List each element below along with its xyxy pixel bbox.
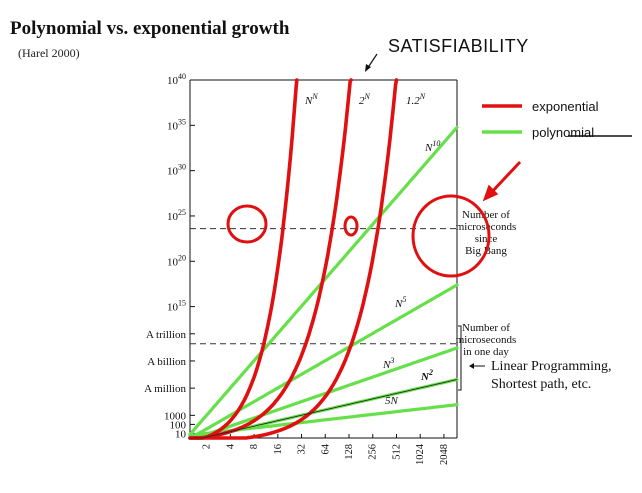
series-line-nn: [188, 78, 299, 440]
reference-line-label: microseconds: [456, 334, 516, 346]
y-tick-label: A billion: [147, 356, 186, 368]
curve-label-12n: 1.2N: [406, 92, 426, 107]
y-tick-label: 1040: [167, 72, 186, 87]
x-tick-label: 2048: [439, 444, 450, 465]
hand-annotations: Linear Programming, Shortest path, etc.: [226, 53, 612, 392]
curve-label-n2: N2: [420, 368, 433, 383]
curve-label-n5: N5: [394, 295, 406, 310]
source-citation: (Harel 2000): [18, 46, 80, 60]
satisfiability-arrowhead: [365, 64, 371, 72]
x-tick-label: 4: [225, 443, 236, 449]
plot-frame: [189, 79, 458, 439]
reference-line-label: in one day: [463, 346, 509, 358]
annotation-circle-tiny: [343, 215, 359, 237]
y-tick-label: 10: [175, 428, 187, 440]
annotation-circle-small-left: [226, 204, 268, 244]
curve-label-n10: N10: [424, 139, 440, 154]
series-line-12n: [188, 78, 399, 440]
curve-label-2n: 2N: [359, 92, 371, 107]
reference-line-label: since: [475, 233, 498, 245]
slide-title: Polynomial vs. exponential growth: [10, 18, 290, 39]
curve-labels: NN 2N 1.2N N10 N5 N3 N2 5N: [304, 92, 440, 407]
y-tick-label: A million: [144, 383, 186, 395]
y-tick-label: 1015: [167, 299, 186, 314]
series-group: [188, 78, 459, 440]
series-outline-n2: [190, 379, 458, 439]
satisfiability-banner: SATISFIABILITY: [388, 36, 529, 56]
y-tick-label: 100: [170, 419, 187, 431]
y-tick-label: 1025: [167, 208, 186, 223]
annotation-arrow-shaft: [488, 160, 522, 196]
x-tick-label: 16: [273, 444, 284, 455]
annotation-circle-big-bang: [411, 194, 491, 278]
legend-label-exponential: exponential: [532, 99, 599, 114]
x-tick-label: 512: [391, 444, 402, 460]
x-tick-label: 64: [320, 443, 331, 454]
curve-label-n3: N3: [382, 356, 394, 371]
y-tick-label: A trillion: [146, 329, 187, 341]
annotation-arrowhead: [482, 184, 499, 202]
x-tick-label: 2: [202, 444, 213, 449]
reference-line-label: Number of: [462, 209, 510, 221]
series-line-n3: [188, 346, 459, 440]
y-tick-label: 1030: [167, 163, 186, 178]
x-tick-label: 1024: [415, 443, 426, 465]
lp-arrowhead: [469, 363, 474, 369]
legend: exponential polynomial: [482, 99, 632, 140]
y-tick-label: 1035: [167, 117, 186, 132]
lp-annotation-line2: Shortest path, etc.: [491, 377, 591, 392]
y-tick-label: 1020: [167, 253, 186, 268]
y-tick-label: 1000: [164, 410, 187, 422]
x-axis-ticks: 2 4 8 16 32 64 128 256 512 1024 2048: [202, 434, 450, 465]
curve-label-nn: NN: [304, 92, 318, 107]
legend-label-polynomial: polynomial: [532, 125, 594, 140]
series-line-2n: [188, 78, 353, 440]
x-tick-label: 32: [297, 444, 308, 455]
reference-line-label: microseconds: [456, 221, 516, 233]
bracket-mark: [458, 325, 462, 391]
curve-label-5n: 5N: [385, 395, 399, 407]
x-tick-label: 128: [344, 444, 355, 460]
lp-annotation-line1: Linear Programming,: [491, 359, 612, 374]
x-tick-label: 256: [368, 444, 379, 460]
x-tick-label: 8: [249, 444, 260, 449]
reference-line-label: Number of: [462, 322, 510, 334]
